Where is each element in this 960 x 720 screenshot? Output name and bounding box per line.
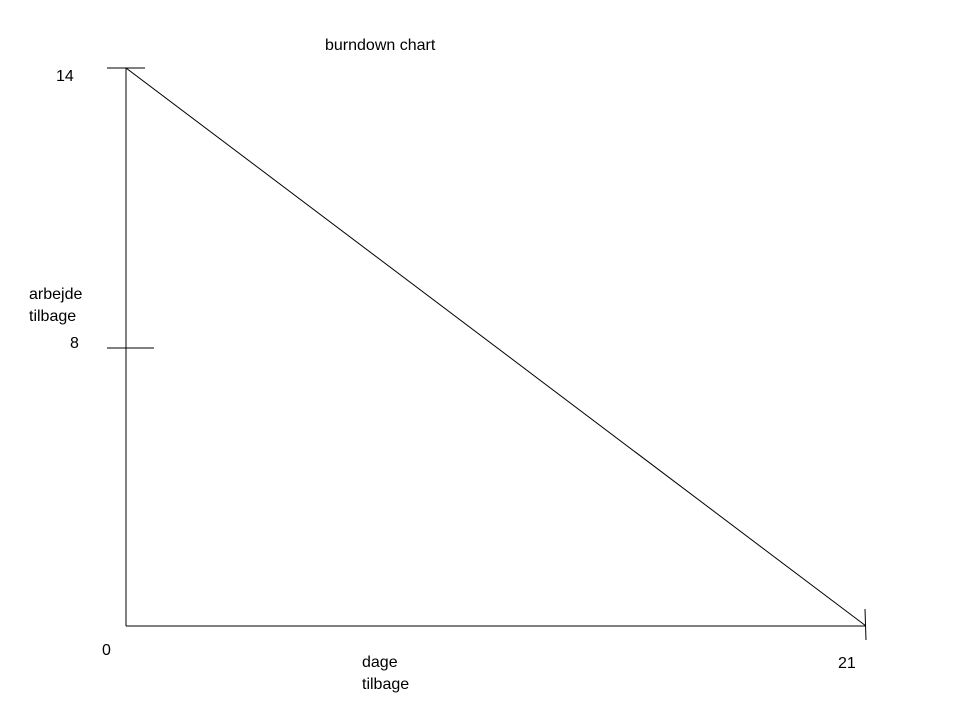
y-axis-label-line-2: tilbage (29, 308, 77, 325)
y-axis-label-line-1: arbejde (29, 286, 83, 303)
y-tick-label-8: 8 (70, 335, 79, 352)
series-layer (125, 67, 867, 627)
x-axis-label: dage tilbage (362, 652, 409, 696)
x-tick-label-21: 21 (838, 655, 856, 672)
burndown-line-0 (125, 67, 867, 627)
origin-tick-label: 0 (102, 642, 111, 659)
y-axis-label: arbejde tilbage (29, 284, 82, 328)
x-axis-label-line-1: dage (362, 654, 398, 671)
x-tick-21 (864, 608, 867, 641)
y-tick-label-14: 14 (56, 68, 74, 85)
chart-title: burndown chart (325, 37, 436, 54)
x-axis-label-line-2: tilbage (362, 676, 410, 693)
